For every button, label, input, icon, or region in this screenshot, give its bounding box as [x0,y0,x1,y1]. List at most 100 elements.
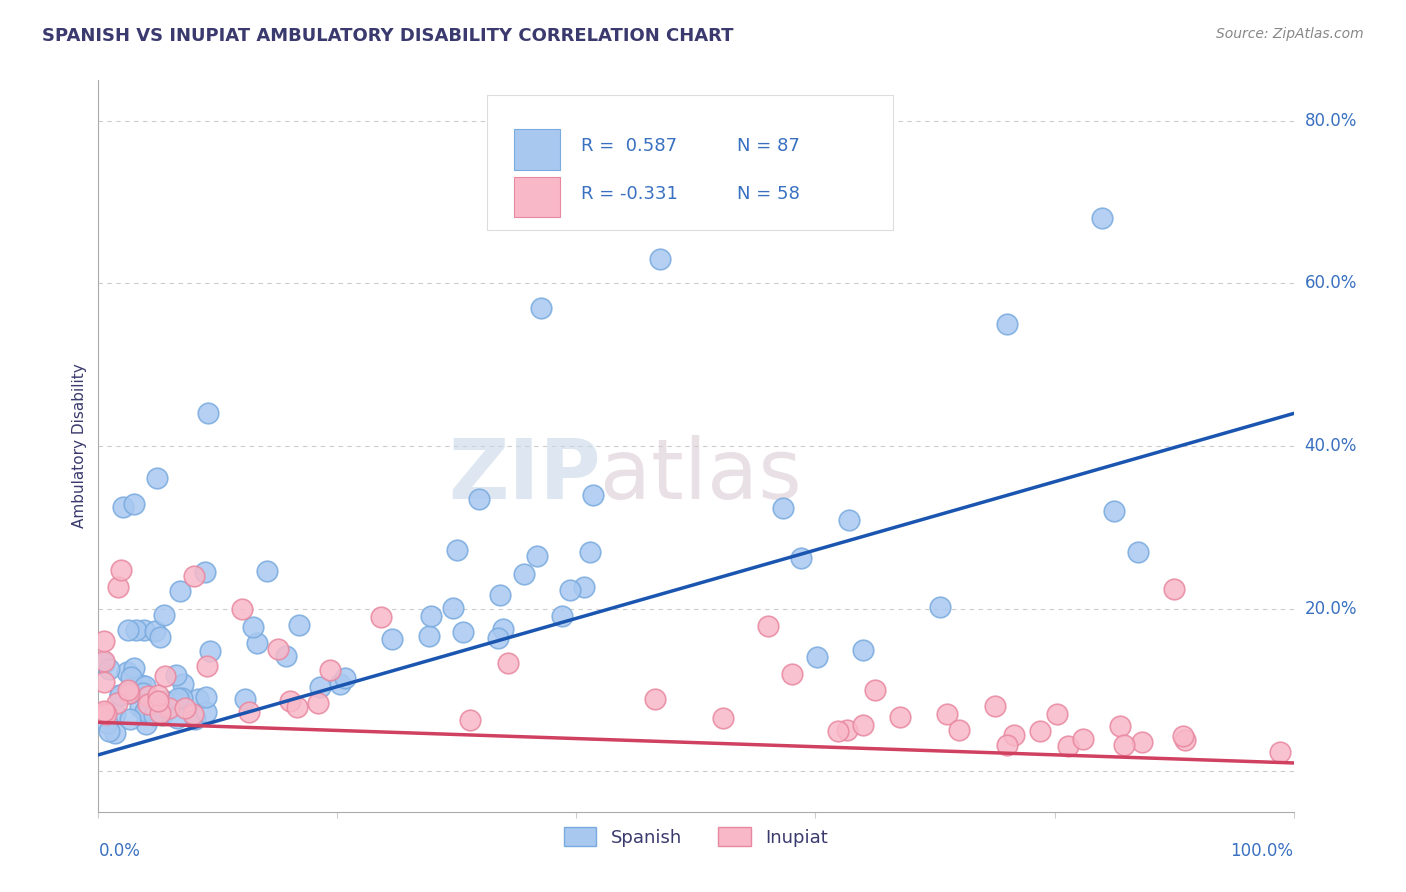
Point [231,601,253,615]
Point [93,704,115,718]
Point [107,580,129,594]
Point [108,688,131,702]
Point [329,677,352,691]
Point [145,471,167,485]
Point [125,624,148,638]
Point [132,686,155,700]
Point [496,656,519,670]
Point [181,707,204,722]
Point [333,671,356,685]
Point [446,543,468,558]
Point [526,549,548,564]
Point [149,630,172,644]
Point [451,625,474,640]
Point [995,317,1018,331]
Point [165,667,187,681]
Point [134,623,156,637]
Point [153,608,176,623]
Text: 100.0%: 100.0% [1230,842,1294,860]
Point [889,709,911,723]
Point [135,716,157,731]
Point [1057,739,1080,754]
Point [790,551,813,566]
Point [136,689,159,703]
Point [93,657,115,671]
Point [142,708,165,723]
Point [197,658,219,673]
Point [105,696,128,710]
Point [120,712,142,726]
Text: 20.0%: 20.0% [1305,599,1357,617]
Point [1028,724,1050,739]
Text: atlas: atlas [600,434,801,516]
Text: 60.0%: 60.0% [1305,275,1357,293]
Point [711,711,734,725]
Point [93,706,115,720]
Point [135,702,157,716]
Point [780,666,803,681]
Point [108,688,131,702]
Point [197,406,219,420]
Point [758,618,780,632]
Point [370,609,392,624]
Point [97,723,120,738]
Text: ZIP: ZIP [449,434,600,516]
Point [93,675,115,690]
Point [169,584,191,599]
Point [233,691,256,706]
Point [142,705,165,719]
Point [166,690,188,705]
Point [1046,707,1069,722]
Point [267,642,290,657]
Text: 40.0%: 40.0% [1305,437,1357,455]
Point [489,588,512,602]
Point [194,690,217,704]
Point [513,567,536,582]
Point [530,301,553,315]
Point [285,700,308,714]
Text: R =  0.587: R = 0.587 [581,137,678,155]
Point [1163,582,1185,597]
Point [560,582,582,597]
Legend: Spanish, Inupiat: Spanish, Inupiat [557,820,835,854]
Point [308,680,330,694]
Point [118,685,141,699]
Text: 80.0%: 80.0% [1305,112,1357,130]
Point [838,513,860,527]
Point [644,692,666,706]
Point [551,609,574,624]
Point [149,706,172,720]
Point [138,697,160,711]
Point [288,617,311,632]
Point [579,545,602,559]
Point [274,649,297,664]
Point [852,718,875,732]
Point [183,569,205,583]
Point [117,623,139,637]
Point [835,723,858,737]
Point [948,723,970,738]
Point [195,706,218,720]
Text: SPANISH VS INUPIAT AMBULATORY DISABILITY CORRELATION CHART: SPANISH VS INUPIAT AMBULATORY DISABILITY… [42,27,734,45]
FancyBboxPatch shape [486,95,893,230]
Point [936,707,959,722]
Point [187,692,209,706]
Point [155,694,177,708]
Point [96,707,118,722]
Point [115,665,138,680]
Point [984,699,1007,714]
Text: N = 58: N = 58 [737,185,800,202]
Point [929,599,952,614]
Point [118,686,141,700]
Point [278,693,301,707]
Point [865,682,887,697]
Point [93,654,115,668]
Point [103,706,125,721]
Text: R = -0.331: R = -0.331 [581,185,678,202]
Point [153,668,176,682]
Point [441,600,464,615]
Point [1268,745,1291,759]
Point [146,694,169,708]
Text: N = 87: N = 87 [737,137,800,155]
Point [460,713,482,727]
